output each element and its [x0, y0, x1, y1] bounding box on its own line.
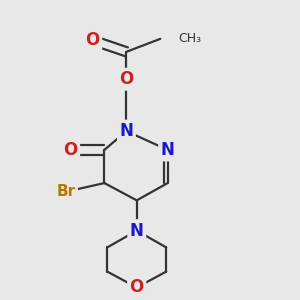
Text: N: N	[119, 122, 134, 140]
Text: N: N	[130, 222, 144, 240]
Text: O: O	[119, 70, 134, 88]
Text: CH₃: CH₃	[178, 32, 201, 45]
Text: O: O	[130, 278, 144, 296]
Text: O: O	[63, 141, 78, 159]
Text: O: O	[85, 31, 100, 49]
Text: Br: Br	[56, 184, 76, 199]
Text: N: N	[161, 141, 175, 159]
